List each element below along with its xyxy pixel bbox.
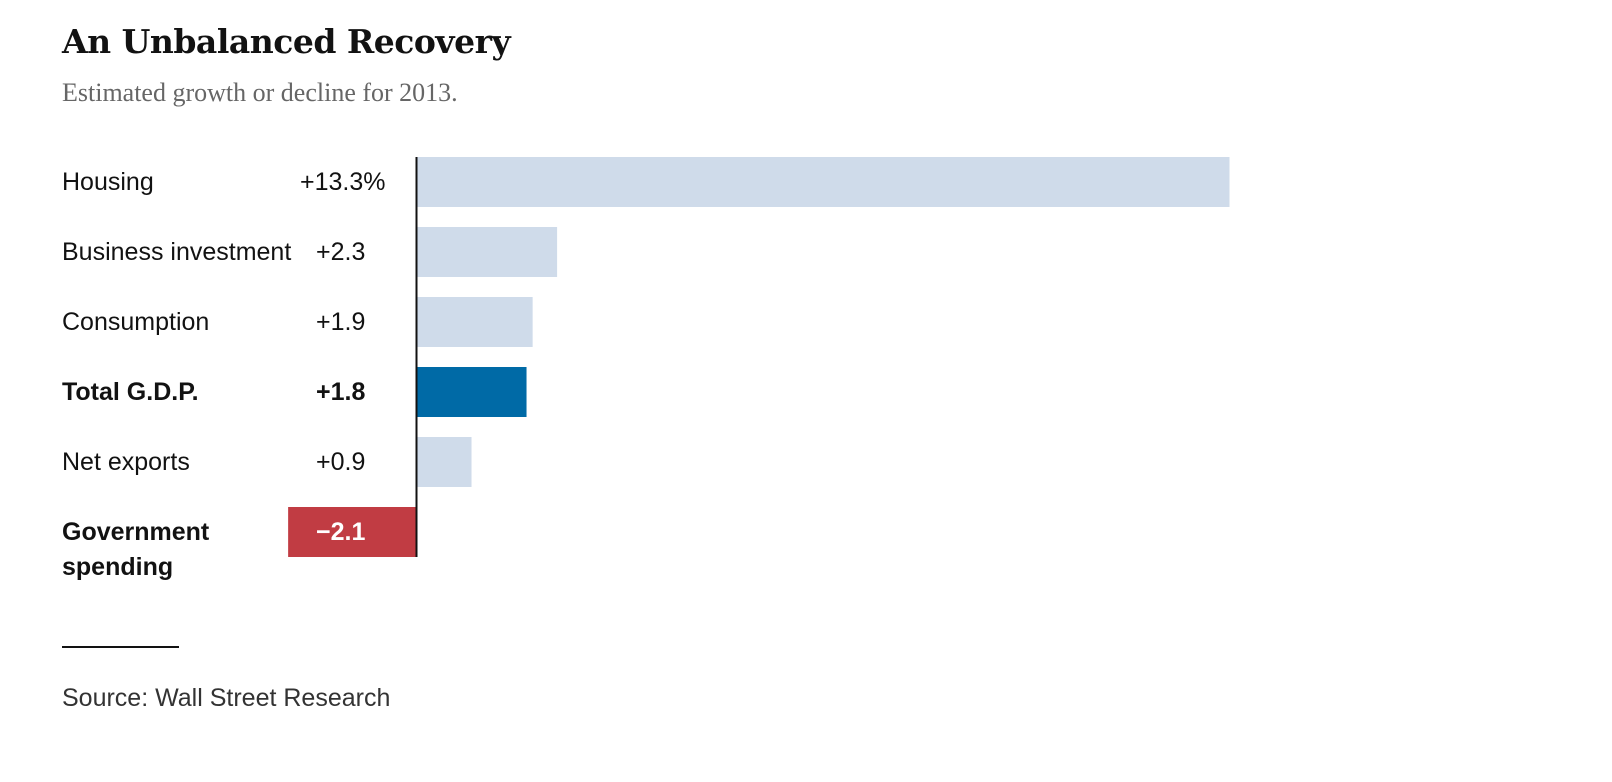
category-label-government-spending: Government spending (62, 518, 210, 581)
source-divider (62, 646, 179, 648)
category-label-net-exports: Net exports (62, 448, 190, 476)
value-label-total-g-d-p: +1.8 (316, 378, 365, 406)
bar-government-spending (288, 507, 417, 557)
bar-housing (416, 157, 1230, 207)
value-label-consumption: +1.9 (316, 308, 365, 336)
bar-consumption (416, 297, 533, 347)
value-label-housing: +13.3% (300, 168, 386, 196)
category-label-total-g-d-p: Total G.D.P. (62, 378, 199, 406)
source-note: Source: Wall Street Research (62, 684, 391, 712)
value-label-business-investment: +2.3 (316, 238, 365, 266)
value-label-net-exports: +0.9 (316, 448, 365, 476)
bar-total-g-d-p (416, 367, 527, 417)
category-label-business-investment: Business investment (62, 238, 291, 266)
bar-chart: Housing +13.3% Business investment +2.3 Cons… (62, 157, 1230, 581)
bar-net-exports (416, 437, 472, 487)
category-label-consumption: Consumption (62, 308, 209, 336)
category-label-housing: Housing (62, 168, 154, 196)
bar-business-investment (416, 227, 558, 277)
value-label-government-spending: −2.1 (316, 518, 365, 546)
chart-title: An Unbalanced Recovery (62, 22, 511, 61)
chart-subtitle: Estimated growth or decline for 2013. (62, 78, 458, 107)
